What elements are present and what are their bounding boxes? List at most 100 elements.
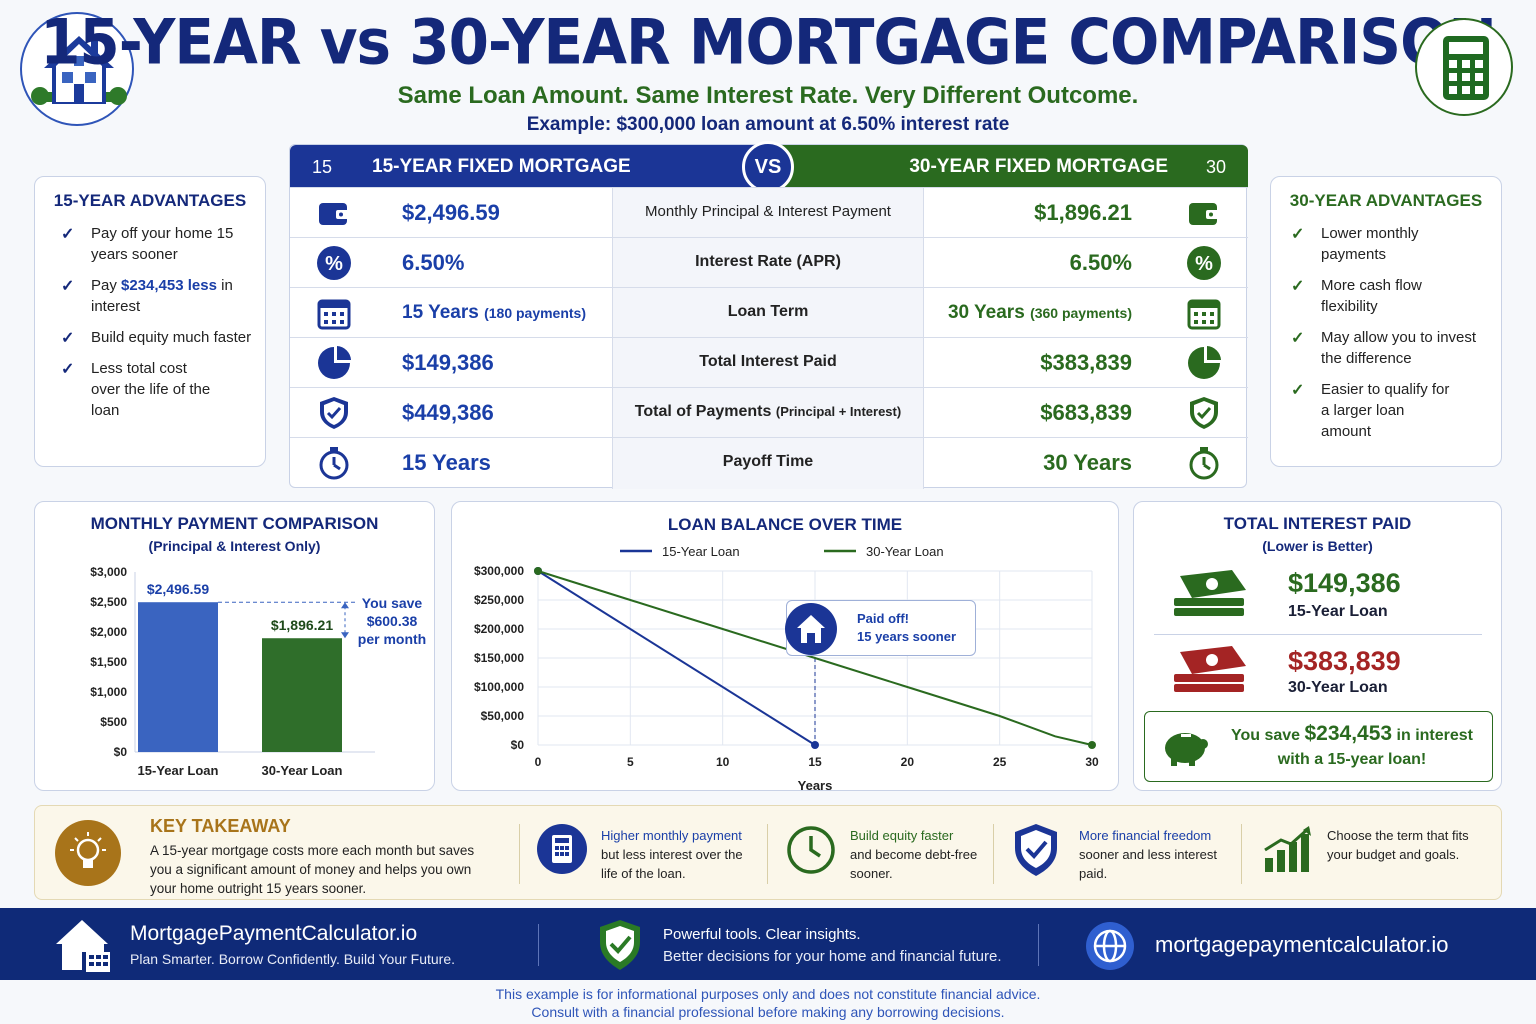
stopwatch-icon (1189, 447, 1219, 480)
monthly-panel-subtitle: (Principal & Interest Only) (148, 538, 321, 554)
y-tick-label: $1,500 (90, 655, 127, 669)
list-item: ✓ Lower monthly payments (1291, 225, 1419, 263)
y-tick-label: $250,000 (474, 593, 524, 607)
bar-data-label: $1,896.21 (271, 617, 333, 633)
calculator-icon (1443, 36, 1489, 100)
header-30-label: 30-YEAR FIXED MORTGAGE (909, 156, 1168, 177)
takeaway-point: Choose the term that fits your budget an… (1327, 828, 1469, 862)
badge-30: 30 (1205, 157, 1226, 177)
calculator-icon (537, 824, 587, 874)
badge-15: 15 (312, 157, 333, 177)
savings-line2: with a 15-year loan! (1277, 751, 1427, 768)
table-row: 15 Years (180 payments) Loan Term 30 Yea… (290, 287, 1248, 337)
shield-check-icon (320, 397, 348, 429)
y-tick-label: $50,000 (481, 709, 525, 723)
list-item: ✓ May allow you to invest the difference (1291, 329, 1477, 367)
footer-brand[interactable]: MortgagePaymentCalculator.io (130, 922, 418, 945)
clock-icon (787, 826, 835, 874)
checkmark-icon: ✓ (1291, 278, 1305, 295)
percent-icon: % (317, 246, 351, 280)
globe-icon (1086, 922, 1134, 970)
x-tick-label: 20 (901, 755, 915, 769)
checkmark-icon: ✓ (1291, 382, 1305, 399)
footer-url-link[interactable]: mortgagepaymentcalculator.io (1155, 932, 1449, 957)
checkmark-icon: ✓ (61, 361, 75, 378)
paid-off-callout: Paid off! 15 years sooner (785, 600, 976, 656)
calculator-logo (1415, 18, 1513, 116)
monthly-panel-title: MONTHLY PAYMENT COMPARISON (90, 514, 379, 533)
pie-chart-icon (1188, 346, 1221, 379)
interest-15-label: 15-Year Loan (1288, 603, 1388, 620)
checkmark-icon: ✓ (1291, 226, 1305, 243)
row-label: Payoff Time (722, 453, 814, 470)
shield-check-icon (1190, 397, 1218, 429)
table-row: $449,386 Total of Payments (Principal + … (290, 387, 1248, 437)
value-30: 30 Years (947, 302, 1025, 323)
calendar-icon (317, 299, 351, 330)
advantages-30-title: 30-YEAR ADVANTAGES (1289, 191, 1483, 210)
y-tick-label: $500 (100, 715, 127, 729)
value-15: 6.50% (402, 250, 465, 275)
pie-chart-icon (318, 346, 351, 379)
interest-30-value: $383,839 (1288, 646, 1401, 676)
monthly-payment-panel: MONTHLY PAYMENT COMPARISON (Principal & … (34, 501, 435, 791)
y-tick-label: $2,500 (90, 595, 127, 609)
page-subtitle: Same Loan Amount. Same Interest Rate. Ve… (397, 82, 1139, 109)
x-tick-label: 0 (535, 755, 542, 769)
value-30: 30 Years (1043, 450, 1132, 475)
callout-line1: Paid off! (857, 611, 909, 626)
list-item: ✓ Pay $234,453 less in interest (61, 277, 233, 315)
page-title: 15-YEAR vs 30-YEAR MORTGAGE COMPARISON (40, 5, 1497, 79)
value-30-note: (360 payments) (1030, 305, 1132, 321)
y-tick-label: $0 (114, 745, 128, 759)
footer-bar: MortgagePaymentCalculator.io Plan Smarte… (0, 908, 1536, 980)
row-label: Interest Rate (APR) (695, 253, 841, 270)
table-row: % 6.50% Interest Rate (APR) 6.50% % (290, 237, 1248, 287)
key-takeaway-card: KEY TAKEAWAY A 15-year mortgage costs mo… (34, 805, 1502, 900)
row-label: Loan Term (727, 303, 809, 320)
list-item: ✓ Build equity much faster (61, 329, 252, 347)
header-30 (769, 145, 1248, 187)
wallet-icon (319, 203, 349, 225)
interest-15-value: $149,386 (1288, 568, 1401, 598)
table-row: 15 Years Payoff Time 30 Years (290, 437, 1248, 487)
value-15: $2,496.59 (402, 200, 500, 225)
takeaway-point: Higher monthly payment but less interest … (601, 828, 743, 881)
legend-label: 30-Year Loan (866, 544, 944, 559)
footer-tagline: Plan Smarter. Borrow Confidently. Build … (130, 951, 456, 967)
list-item: ✓ Easier to qualify for a larger loan amo… (1291, 381, 1450, 440)
bar (262, 638, 342, 752)
bar-growth-icon (1264, 826, 1311, 872)
disclaimer-line1: This example is for informational purpos… (495, 986, 1041, 1002)
checkmark-icon: ✓ (61, 330, 75, 347)
footer-mid-line1: Powerful tools. Clear insights. (663, 926, 861, 943)
x-tick-label: 10 (716, 755, 730, 769)
footer-mid-line2: Better decisions for your home and finan… (663, 948, 1002, 965)
legend-label: 15-Year Loan (662, 544, 740, 559)
x-tick-label: 15-Year Loan (138, 763, 219, 778)
x-tick-label: 30-Year Loan (262, 763, 343, 778)
total-interest-panel: TOTAL INTEREST PAID (Lower is Better) $1… (1133, 501, 1502, 791)
row-label: Monthly Principal & Interest Payment (645, 203, 891, 220)
list-item: ✓ More cash flow flexibility (1291, 277, 1422, 315)
example-line: Example: $300,000 loan amount at 6.50% i… (526, 114, 1010, 135)
calendar-icon (1187, 299, 1221, 330)
header-15 (290, 145, 769, 187)
x-tick-label: 15 (808, 755, 822, 769)
y-tick-label: $2,000 (90, 625, 127, 639)
table-row: $2,496.59 Monthly Principal & Interest P… (290, 187, 1248, 237)
y-tick-label: $300,000 (474, 564, 524, 578)
value-15: 15 Years (402, 450, 491, 475)
x-tick-label: 30 (1085, 755, 1099, 769)
svg-text:%: % (1195, 253, 1213, 275)
arrow-head (341, 602, 349, 609)
interest-30-label: 30-Year Loan (1288, 679, 1388, 696)
takeaway-point: More financial freedom sooner and less in… (1079, 828, 1218, 881)
shield-check-icon (600, 920, 640, 970)
piggy-bank-icon (1165, 733, 1208, 766)
y-tick-label: $3,000 (90, 565, 127, 579)
lightbulb-icon (55, 820, 121, 886)
house-icon (31, 36, 127, 105)
balance-panel-title: LOAN BALANCE OVER TIME (667, 515, 903, 534)
checkmark-icon: ✓ (61, 278, 75, 295)
